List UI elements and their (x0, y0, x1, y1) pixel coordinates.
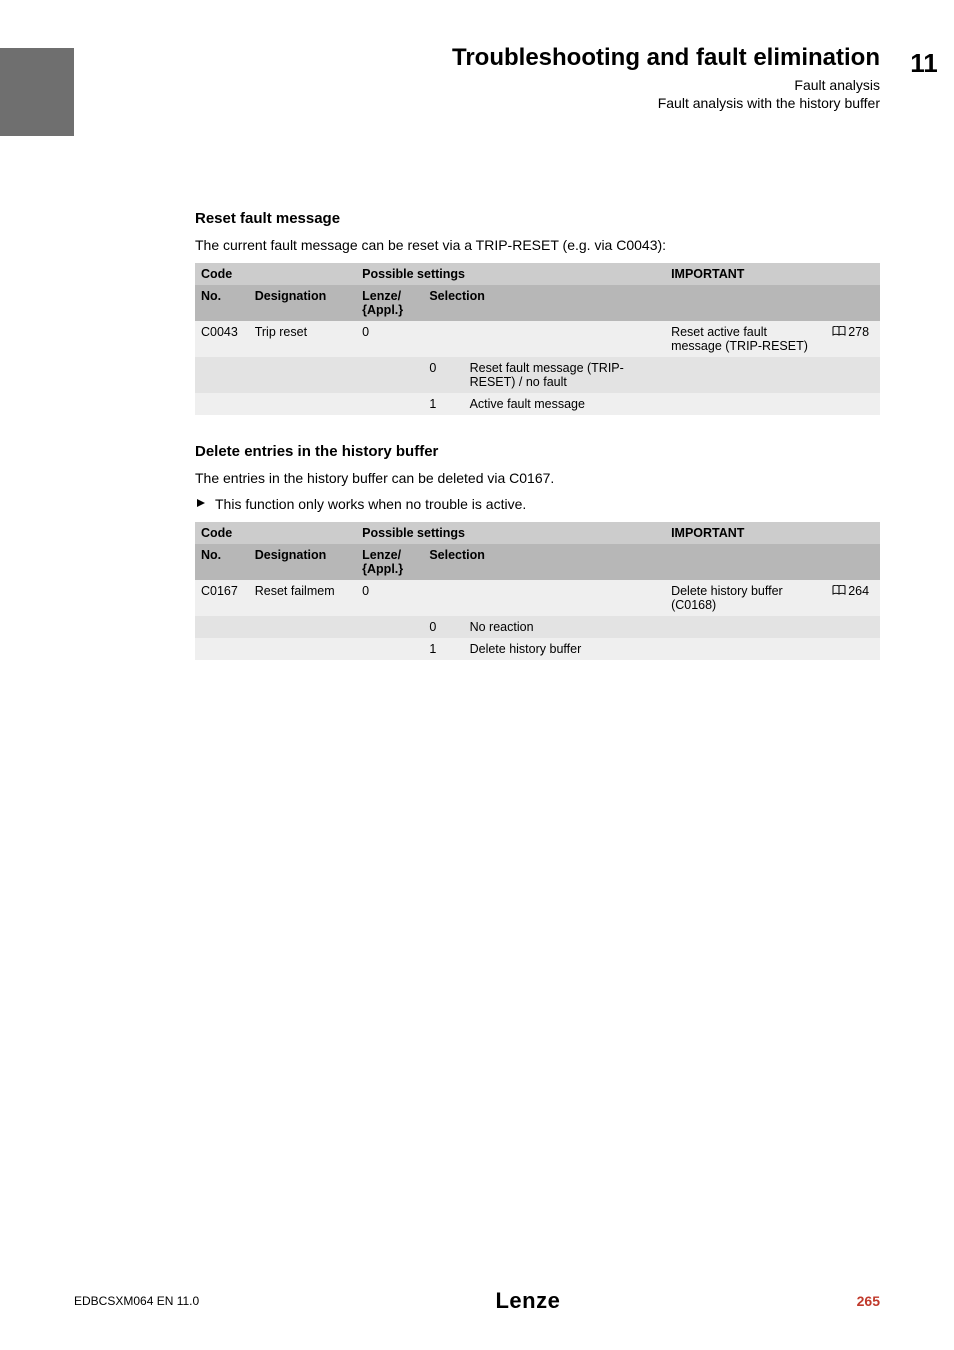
cell-empty (665, 616, 826, 638)
cell-empty (665, 393, 826, 415)
cell-no: C0167 (195, 580, 249, 616)
header-subtitle-2: Fault analysis with the history buffer (74, 95, 880, 111)
cell-ref: 264 (826, 580, 880, 616)
header-band (0, 48, 74, 136)
cell-sel-text: No reaction (464, 616, 665, 638)
footer: EDBCSXM064 EN 11.0 Lenze 265 (74, 1288, 880, 1314)
cell-empty (356, 616, 423, 638)
th-lenze: Lenze/ {Appl.} (356, 285, 423, 321)
table-row: 1 Delete history buffer (195, 638, 880, 660)
cell-empty (665, 638, 826, 660)
th-empty (665, 544, 880, 580)
table-header-row: Code Possible settings IMPORTANT (195, 522, 880, 544)
bullet-text: This function only works when no trouble… (215, 496, 526, 512)
cell-empty (249, 616, 356, 638)
cell-sel-text: Active fault message (464, 393, 665, 415)
cell-empty (356, 638, 423, 660)
bullet-item: This function only works when no trouble… (195, 496, 880, 512)
cell-empty (195, 638, 249, 660)
table-row: C0167 Reset failmem 0 Delete history buf… (195, 580, 880, 616)
table-trip-reset: Code Possible settings IMPORTANT No. Des… (195, 263, 880, 415)
th-no: No. (195, 544, 249, 580)
cell-important: Reset active fault message (TRIP-RESET) (665, 321, 826, 357)
th-possible: Possible settings (356, 522, 665, 544)
table-subheader-row: No. Designation Lenze/ {Appl.} Selection (195, 285, 880, 321)
footer-docid: EDBCSXM064 EN 11.0 (74, 1294, 199, 1308)
cell-empty (195, 393, 249, 415)
cell-sel-idx: 1 (423, 638, 463, 660)
cell-lenze: 0 (356, 580, 423, 616)
cell-designation: Trip reset (249, 321, 356, 357)
ref-number: 264 (848, 584, 869, 598)
th-important: IMPORTANT (665, 522, 880, 544)
chapter-number: 11 (894, 48, 954, 79)
table-row: C0043 Trip reset 0 Reset active fault me… (195, 321, 880, 357)
cell-empty (356, 393, 423, 415)
cell-selection-empty (423, 321, 665, 357)
page: Troubleshooting and fault elimination Fa… (0, 0, 954, 1350)
cell-empty (826, 616, 880, 638)
section-intro-reset: The current fault message can be reset v… (195, 237, 880, 253)
cell-empty (356, 357, 423, 393)
th-designation: Designation (249, 544, 356, 580)
th-code: Code (195, 522, 356, 544)
ref-number: 278 (848, 325, 869, 339)
cell-sel-text: Delete history buffer (464, 638, 665, 660)
th-selection: Selection (423, 544, 665, 580)
section-heading-reset: Reset fault message (195, 210, 880, 227)
cell-sel-text: Reset fault message (TRIP-RESET) / no fa… (464, 357, 665, 393)
cell-ref: 278 (826, 321, 880, 357)
section-intro-delete: The entries in the history buffer can be… (195, 470, 880, 486)
table-reset-failmem: Code Possible settings IMPORTANT No. Des… (195, 522, 880, 660)
cell-empty (826, 393, 880, 415)
th-designation: Designation (249, 285, 356, 321)
th-empty (665, 285, 880, 321)
cell-empty (249, 393, 356, 415)
book-icon (832, 326, 846, 340)
header-subtitle-1: Fault analysis (74, 77, 880, 93)
th-code: Code (195, 263, 356, 285)
arrow-icon (195, 496, 207, 512)
cell-empty (195, 616, 249, 638)
th-no: No. (195, 285, 249, 321)
cell-empty (826, 638, 880, 660)
table-header-row: Code Possible settings IMPORTANT (195, 263, 880, 285)
footer-logo: Lenze (495, 1288, 560, 1314)
cell-sel-idx: 0 (423, 357, 463, 393)
table-subheader-row: No. Designation Lenze/ {Appl.} Selection (195, 544, 880, 580)
th-lenze: Lenze/ {Appl.} (356, 544, 423, 580)
cell-designation: Reset failmem (249, 580, 356, 616)
table-row: 0 Reset fault message (TRIP-RESET) / no … (195, 357, 880, 393)
table-row: 0 No reaction (195, 616, 880, 638)
cell-empty (249, 357, 356, 393)
th-possible: Possible settings (356, 263, 665, 285)
page-title: Troubleshooting and fault elimination (74, 44, 880, 73)
content-area: Reset fault message The current fault me… (195, 210, 880, 688)
cell-selection-empty (423, 580, 665, 616)
th-important: IMPORTANT (665, 263, 880, 285)
cell-empty (826, 357, 880, 393)
cell-empty (195, 357, 249, 393)
footer-page-number: 265 (857, 1293, 880, 1309)
table-row: 1 Active fault message (195, 393, 880, 415)
cell-empty (665, 357, 826, 393)
cell-no: C0043 (195, 321, 249, 357)
cell-important: Delete history buffer (C0168) (665, 580, 826, 616)
header-block: Troubleshooting and fault elimination Fa… (74, 44, 880, 111)
cell-sel-idx: 0 (423, 616, 463, 638)
section-heading-delete: Delete entries in the history buffer (195, 443, 880, 460)
cell-sel-idx: 1 (423, 393, 463, 415)
book-icon (832, 585, 846, 599)
th-selection: Selection (423, 285, 665, 321)
cell-empty (249, 638, 356, 660)
cell-lenze: 0 (356, 321, 423, 357)
